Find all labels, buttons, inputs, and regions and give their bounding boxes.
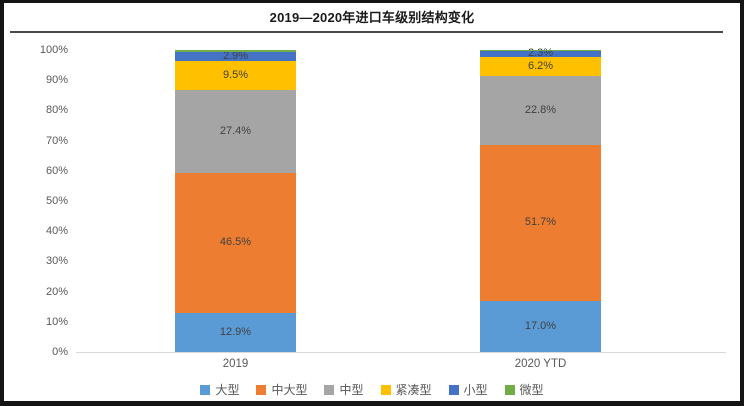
y-tick-label: 30% [45, 255, 68, 268]
x-category-label: 2019 [222, 358, 249, 370]
segment-data-label: 46.5% [219, 236, 252, 249]
legend-label: 中大型 [271, 383, 308, 397]
legend: 大型 中大型 中型 紧凑型 小型 微型 [4, 381, 740, 398]
segment-data-label: 6.2% [527, 59, 554, 72]
y-tick-label: 20% [45, 285, 68, 298]
legend-swatch-icon [324, 384, 335, 395]
y-tick-label: 10% [45, 315, 68, 328]
bar-segment-中型: 27.4% [175, 89, 296, 173]
y-tick-label: 100% [39, 44, 68, 56]
legend-swatch-icon [200, 384, 211, 395]
bar-segment-小型: 2.3% [480, 47, 601, 60]
legend-label: 微型 [519, 383, 544, 397]
y-tick-label: 0% [52, 346, 68, 358]
legend-item-中型: 中型 [324, 381, 364, 398]
segment-data-label: 9.5% [222, 69, 249, 82]
segment-data-label: 51.7% [524, 216, 557, 229]
legend-label: 小型 [463, 383, 488, 397]
y-tick-label: 40% [45, 225, 68, 238]
legend-item-紧凑型: 紧凑型 [380, 381, 432, 398]
legend-label: 紧凑型 [395, 383, 432, 397]
segment-data-label: 27.4% [219, 124, 252, 137]
bar-segment-小型: 2.9% [175, 50, 296, 63]
x-category-label: 2020 YTD [514, 358, 567, 370]
legend-swatch-icon [380, 384, 391, 395]
legend-swatch-icon [504, 384, 515, 395]
segment-data-label: 17.0% [524, 319, 557, 332]
bar-segment-中大型: 51.7% [480, 144, 601, 301]
legend-item-小型: 小型 [448, 381, 488, 398]
bar-segment-大型: 12.9% [175, 313, 296, 352]
y-tick-label: 70% [45, 134, 68, 147]
segment-data-label: 12.9% [219, 326, 252, 339]
legend-swatch-icon [256, 384, 267, 395]
bar-segment-紧凑型: 9.5% [175, 61, 296, 90]
y-tick-label: 50% [45, 195, 68, 207]
title-divider [10, 31, 723, 33]
chart-canvas: 2019—2020年进口车级别结构变化 0% 10% 20% 30% 40% 50% 60%… [4, 3, 740, 401]
bar-segment-紧凑型: 6.2% [480, 56, 601, 76]
y-tick-label: 60% [45, 164, 68, 177]
bar-segment-大型: 17.0% [480, 300, 601, 352]
stacked-bar-2019: 12.9% 46.5% 27.4% 9.5% 2.9% [175, 50, 296, 352]
y-tick-label: 90% [45, 74, 68, 87]
legend-label: 大型 [215, 383, 240, 397]
y-tick-label: 80% [45, 104, 68, 117]
segment-data-label: 2.9% [222, 50, 249, 63]
legend-swatch-icon [448, 384, 459, 395]
segment-data-label: 22.8% [524, 103, 557, 116]
plot-area: 0% 10% 20% 30% 40% 50% 60% 70% 80% 90% 100% 12.9% 46… [40, 44, 726, 358]
bar-segment-中型: 22.8% [480, 75, 601, 145]
bar-segment-中大型: 46.5% [175, 172, 296, 314]
legend-item-微型: 微型 [504, 381, 544, 398]
stacked-bar-2020 YTD: 17.0% 51.7% 22.8% 6.2% 2.3% [480, 47, 601, 352]
legend-item-大型: 大型 [200, 381, 239, 398]
legend-item-中大型: 中大型 [256, 381, 307, 398]
bar-segment-微型 [175, 50, 296, 53]
legend-label: 中型 [339, 383, 364, 397]
segment-data-label: 2.3% [527, 47, 554, 60]
chart-title: 2019—2020年进口车级别结构变化 [269, 10, 475, 25]
